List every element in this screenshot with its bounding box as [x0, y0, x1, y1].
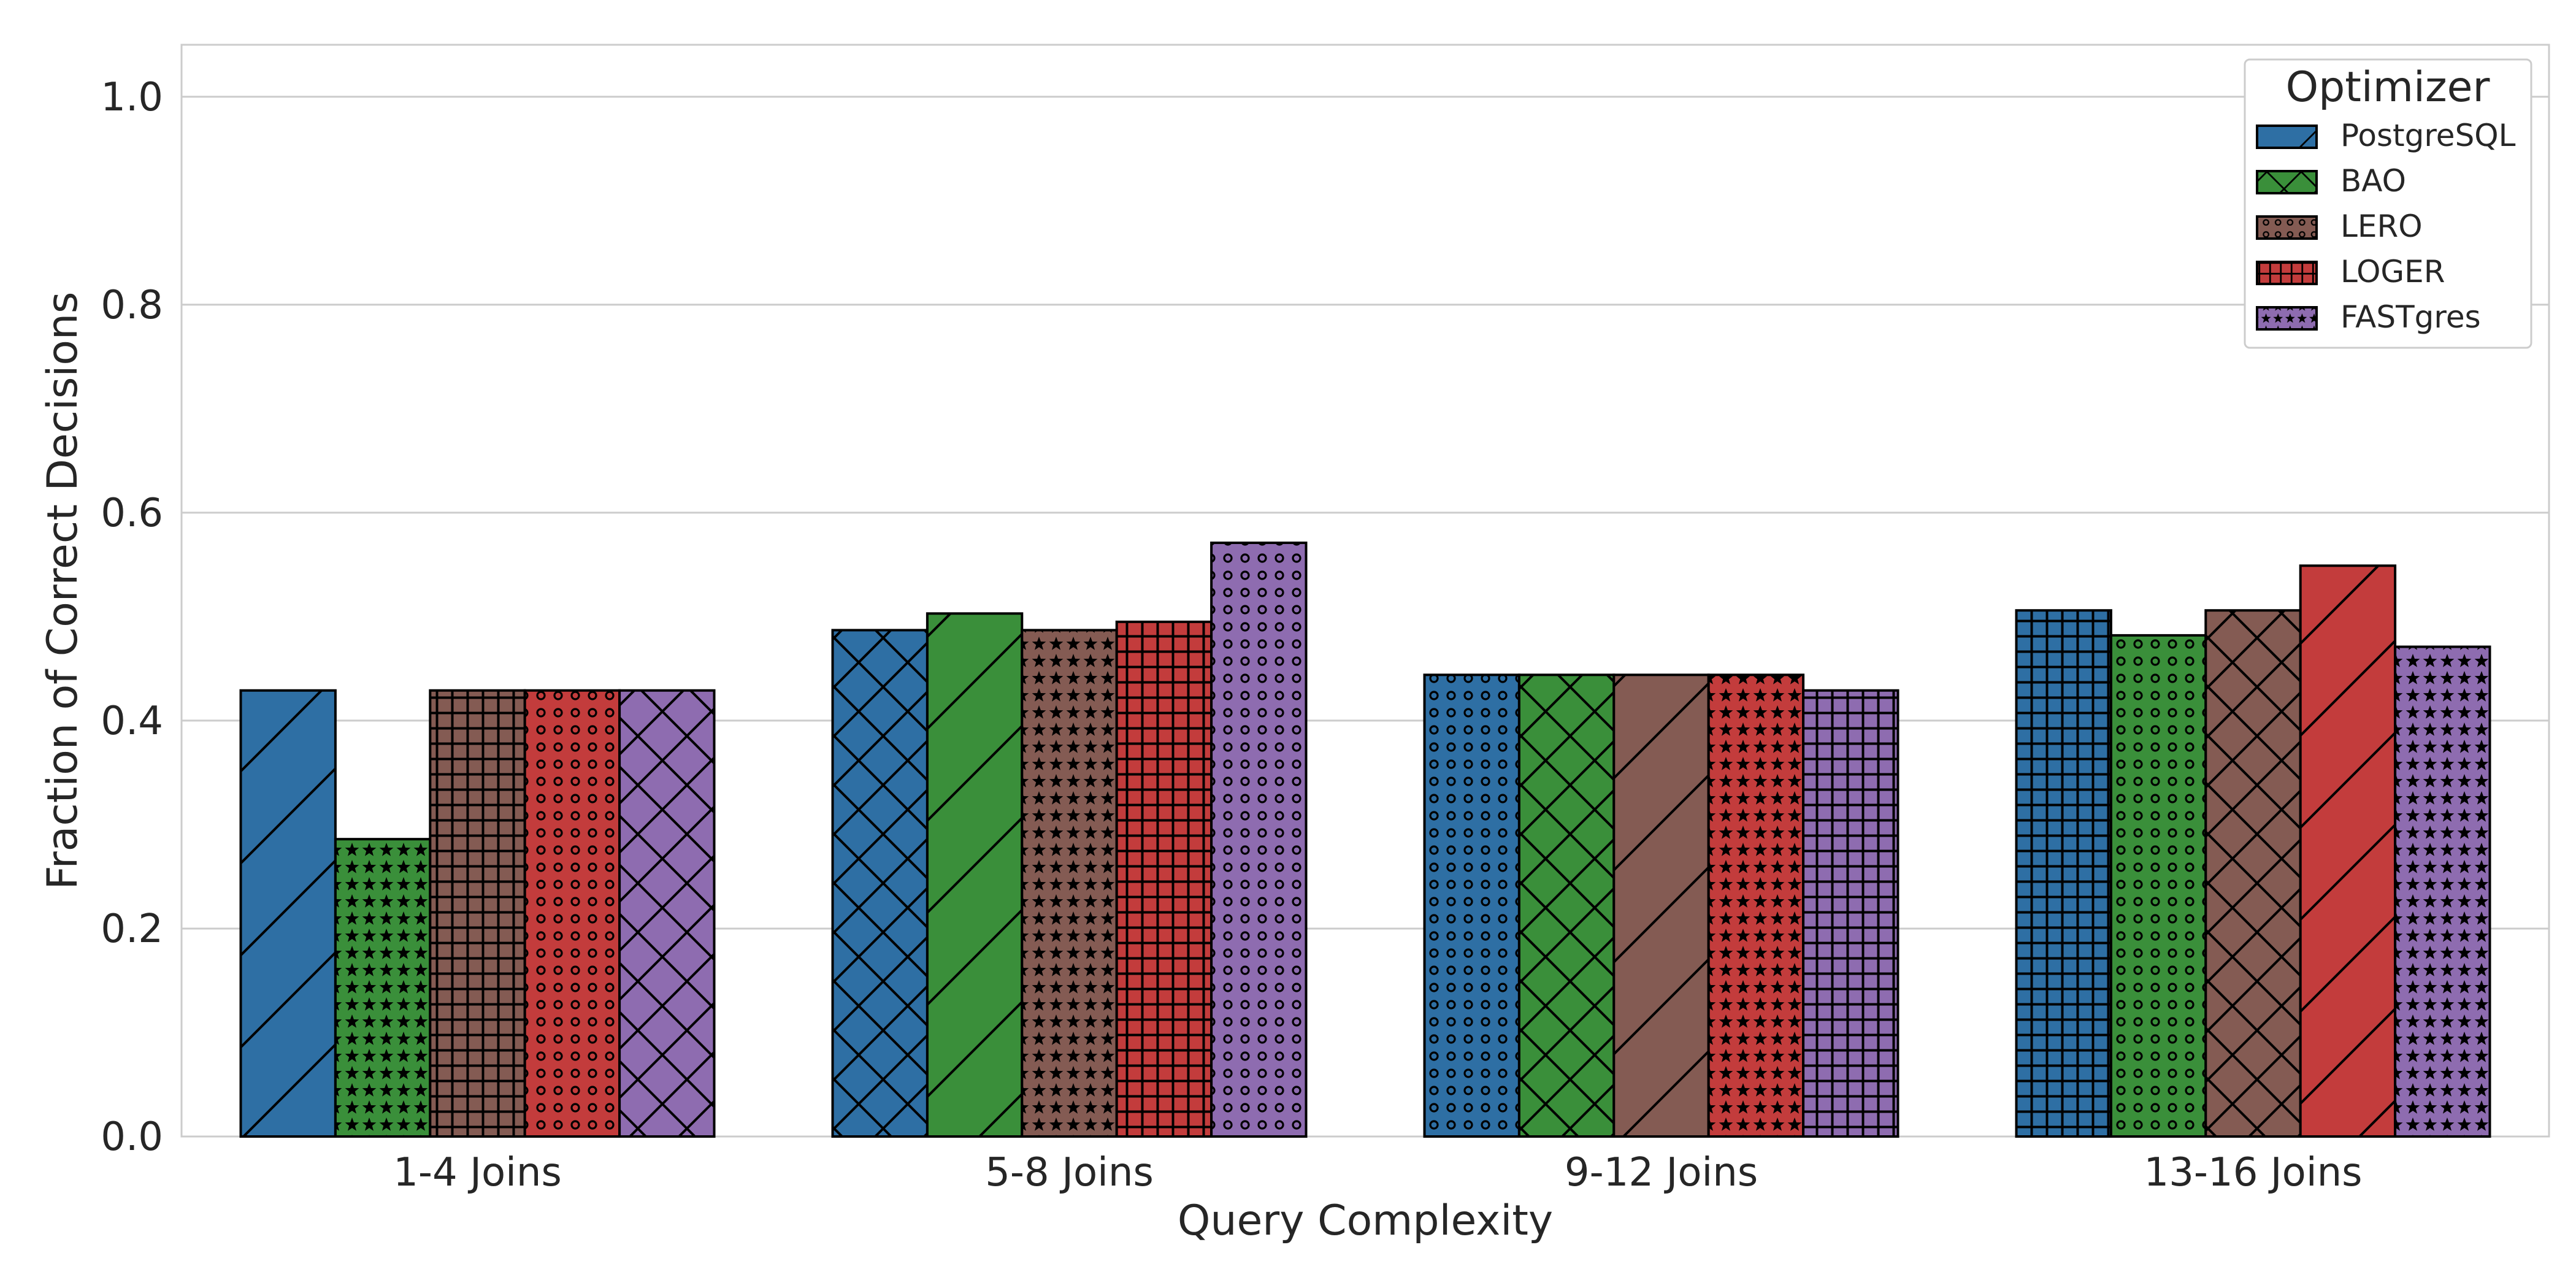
y-tick-label: 0.4 — [101, 699, 163, 744]
y-tick-label: 0.0 — [101, 1114, 163, 1160]
legend-swatch-lero — [2256, 215, 2318, 240]
y-tick-label: 0.6 — [101, 491, 163, 536]
legend-label-lero: LERO — [2340, 209, 2423, 244]
legend-swatch-fastgres — [2256, 306, 2318, 331]
bar-fastgres-1 — [618, 689, 716, 1138]
legend-label-fastgres: FASTgres — [2340, 299, 2481, 335]
legend-label-postgresql: PostgreSQL — [2340, 118, 2516, 153]
legend-swatch-loger — [2256, 261, 2318, 285]
x-tick-label: 13-16 Joins — [2144, 1150, 2362, 1195]
bars — [239, 542, 2491, 1138]
bar-lero-1 — [429, 689, 526, 1138]
bar-fastgres-3 — [1802, 689, 1899, 1138]
x-tick-label: 1-4 Joins — [393, 1150, 562, 1195]
x-tick-label: 5-8 Joins — [985, 1150, 1154, 1195]
legend-title: Optimizer — [2286, 63, 2490, 112]
x-axis-label: Query Complexity — [1178, 1197, 1553, 1245]
x-tick-label: 9-12 Joins — [1565, 1150, 1758, 1195]
legend-label-bao: BAO — [2340, 163, 2406, 199]
bar-fastgres-2 — [1210, 542, 1308, 1138]
y-tick-label: 0.2 — [101, 907, 163, 952]
bar-lero-2 — [1021, 629, 1118, 1138]
bar-postgresql-4 — [2015, 609, 2112, 1138]
bar-loger-3 — [1707, 673, 1805, 1138]
bar-postgresql-1 — [239, 689, 337, 1138]
bar-lero-4 — [2204, 609, 2302, 1138]
bar-bao-2 — [926, 612, 1024, 1138]
bar-loger-1 — [523, 689, 621, 1138]
y-axis-label: Fraction of Correct Decisions — [39, 292, 87, 890]
y-tick-label: 0.8 — [101, 283, 163, 328]
bar-fastgres-4 — [2394, 645, 2491, 1138]
legend-label-loger: LOGER — [2340, 254, 2445, 289]
bar-loger-4 — [2299, 564, 2397, 1138]
y-axis-ticks: 0.0 0.2 0.4 0.6 0.8 1.0 — [101, 75, 163, 1160]
bar-bao-1 — [334, 838, 432, 1138]
bar-postgresql-2 — [831, 629, 929, 1138]
bar-lero-3 — [1612, 673, 1710, 1138]
legend-swatch-bao — [2256, 170, 2318, 194]
legend: Optimizer PostgreSQL BAO LERO LOGER FASTgres — [2244, 58, 2532, 349]
y-tick-label: 1.0 — [101, 75, 163, 120]
bar-bao-4 — [2109, 634, 2207, 1138]
legend-swatch-postgresql — [2256, 125, 2318, 149]
bar-bao-3 — [1517, 673, 1616, 1138]
bar-postgresql-3 — [1423, 673, 1520, 1138]
x-axis-ticks: 1-4 Joins 5-8 Joins 9-12 Joins 13-16 Joins — [393, 1150, 2362, 1195]
bar-loger-2 — [1115, 620, 1213, 1138]
